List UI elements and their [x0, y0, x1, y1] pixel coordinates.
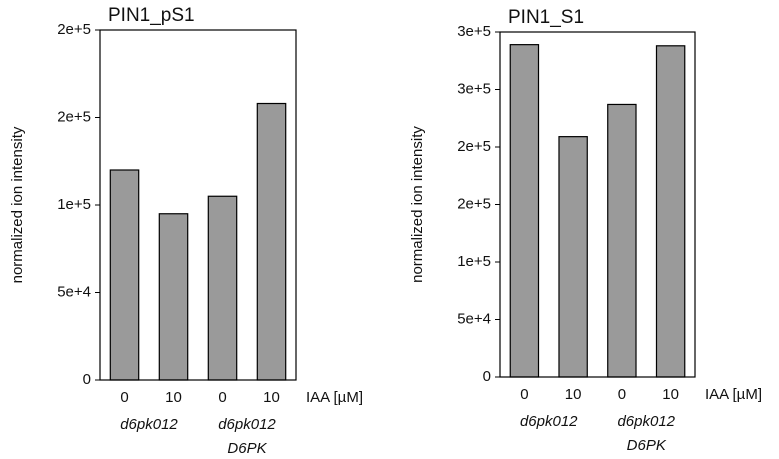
y-axis-label: normalized ion intensity [409, 126, 426, 283]
bar [607, 103, 637, 378]
x-tick-label: 10 [565, 386, 582, 403]
bar [509, 44, 540, 378]
bar [256, 102, 287, 381]
x-tick-label: 10 [662, 386, 679, 403]
bar [655, 45, 686, 378]
y-tick-label: 5e+4 [57, 283, 91, 300]
group-label: D6PK [227, 440, 267, 457]
chart-title: PIN1_pS1 [108, 5, 195, 26]
bar [207, 195, 238, 381]
x-axis-label: IAA [µM] [705, 386, 762, 403]
y-tick-label: 5e+4 [457, 310, 491, 327]
y-tick-label: 2e+5 [57, 21, 91, 38]
y-axis-label: normalized ion intensity [9, 126, 26, 283]
x-tick-label: 0 [520, 386, 528, 403]
x-tick-label: 10 [263, 389, 280, 406]
y-tick-label: 1e+5 [457, 253, 491, 270]
plot-frame [99, 29, 297, 381]
group-label: d6pk012 [120, 416, 178, 433]
group-label: d6pk012 [617, 413, 675, 430]
bar [558, 136, 588, 378]
y-tick-label: 1e+5 [57, 196, 91, 213]
y-tick-label: 2e+5 [457, 195, 491, 212]
y-tick-label: 2e+5 [57, 108, 91, 125]
x-tick-label: 0 [218, 389, 226, 406]
group-label: D6PK [627, 437, 667, 454]
y-tick-label: 2e+5 [457, 138, 491, 155]
plot-frame [499, 31, 696, 378]
x-tick-label: 0 [120, 389, 128, 406]
group-label: d6pk012 [520, 413, 578, 430]
x-axis-label: IAA [µM] [306, 389, 363, 406]
group-label: d6pk012 [218, 416, 276, 433]
chart-title: PIN1_S1 [508, 7, 584, 28]
bar [109, 169, 140, 381]
bar [158, 213, 189, 381]
y-tick-label: 0 [483, 368, 491, 385]
y-tick-label: 3e+5 [457, 23, 491, 40]
y-tick-label: 0 [83, 371, 91, 388]
y-tick-label: 3e+5 [457, 80, 491, 97]
x-tick-label: 0 [618, 386, 626, 403]
x-tick-label: 10 [165, 389, 182, 406]
